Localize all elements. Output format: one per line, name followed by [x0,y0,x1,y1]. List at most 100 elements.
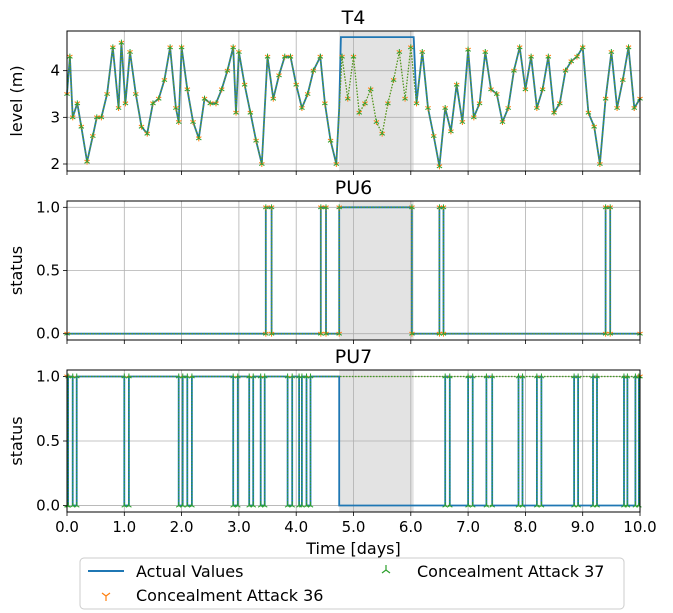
data-point [78,123,85,129]
data-point [402,95,408,101]
data-point [409,204,415,210]
data-point [276,72,282,78]
data-point [528,53,534,59]
data-point [250,502,257,508]
data-point [373,119,380,125]
data-point [289,373,296,379]
data-point [545,53,552,59]
data-point [499,119,506,125]
x-tick-label: 5.0 [342,518,366,536]
data-point [519,373,526,379]
data-point [607,330,614,336]
data-point [440,204,447,210]
data-point [519,502,526,508]
data-point [132,91,139,97]
data-point [327,137,334,143]
data-point [307,502,314,508]
data-point [307,373,314,379]
data-point [233,109,239,115]
x-tick-label: 7.0 [456,518,480,536]
legend: Actual Values Concealment Attack 36 Conc… [79,557,625,610]
data-point [635,502,642,508]
data-point [184,86,191,92]
data-point [317,330,324,336]
data-point [585,109,592,115]
data-point [262,330,269,336]
data-point [350,53,357,59]
data-point [333,161,340,167]
data-point [73,502,80,508]
data-point [126,373,132,379]
data-point [89,133,96,139]
y-axis-label: status [7,416,26,465]
data-point [440,330,447,336]
data-point [505,105,512,111]
data-point [317,53,324,59]
data-point [448,128,454,134]
data-point [69,114,76,120]
x-tick-label: 4.0 [284,518,308,536]
data-point [230,44,237,50]
data-point [419,49,426,55]
data-point [367,86,374,92]
data-point [293,81,300,87]
data-point [122,100,129,106]
panel-pu7: 0.0 0.5 1.0 0.0 1.0 2.0 3.0 4.0 5.0 6.0 7.0 8.0 9.0 1… [7,346,657,558]
data-point [459,119,466,125]
panel-pu6: 0.0 0.5 1.0 PU6 status [7,177,643,344]
data-point [289,502,296,508]
data-point [483,373,490,379]
data-point [579,44,586,50]
data-point [74,100,81,106]
data-point [446,502,453,508]
data-point [201,95,208,101]
y-tick-label: 1.0 [36,367,60,385]
data-point [591,123,598,129]
data-point [287,53,294,59]
attack-window-shading [339,31,414,171]
data-point [336,204,343,210]
data-point [575,502,581,508]
data-point [155,95,162,101]
y-axis-label: level (m) [7,65,26,136]
data-point [442,105,449,111]
data-point [344,95,351,101]
data-point [250,373,257,379]
data-point [317,204,324,210]
axes-frame [66,30,641,172]
data-point [568,58,575,64]
data-point [470,114,477,120]
data-point [189,373,195,379]
data-point [262,204,269,210]
data-point [539,86,546,92]
data-point [602,95,609,101]
data-point [562,67,569,73]
data-point [430,133,437,139]
data-point [261,373,268,379]
x-tick-label: 9.0 [571,518,595,536]
data-point [67,53,73,59]
data-point [538,502,545,508]
legend-box [79,557,625,610]
data-point [339,53,345,59]
data-point [281,53,288,59]
data-point [115,105,122,111]
data-point [258,161,265,167]
data-point [619,77,626,83]
data-point [138,123,145,129]
series-marker-trail [67,375,640,507]
x-tick-label: 2.0 [170,518,194,536]
y-tick-label: 0.5 [36,262,60,280]
data-point [631,105,638,111]
data-point [190,119,196,125]
data-point [556,100,563,106]
data-point [379,130,386,136]
data-point [336,330,343,336]
data-point [522,86,529,92]
x-axis-label: Time [days] [305,539,401,558]
data-point [538,373,545,379]
y-tick-label: 4 [50,62,60,80]
legend-marker-attack36 [101,592,111,601]
data-point [310,67,317,73]
